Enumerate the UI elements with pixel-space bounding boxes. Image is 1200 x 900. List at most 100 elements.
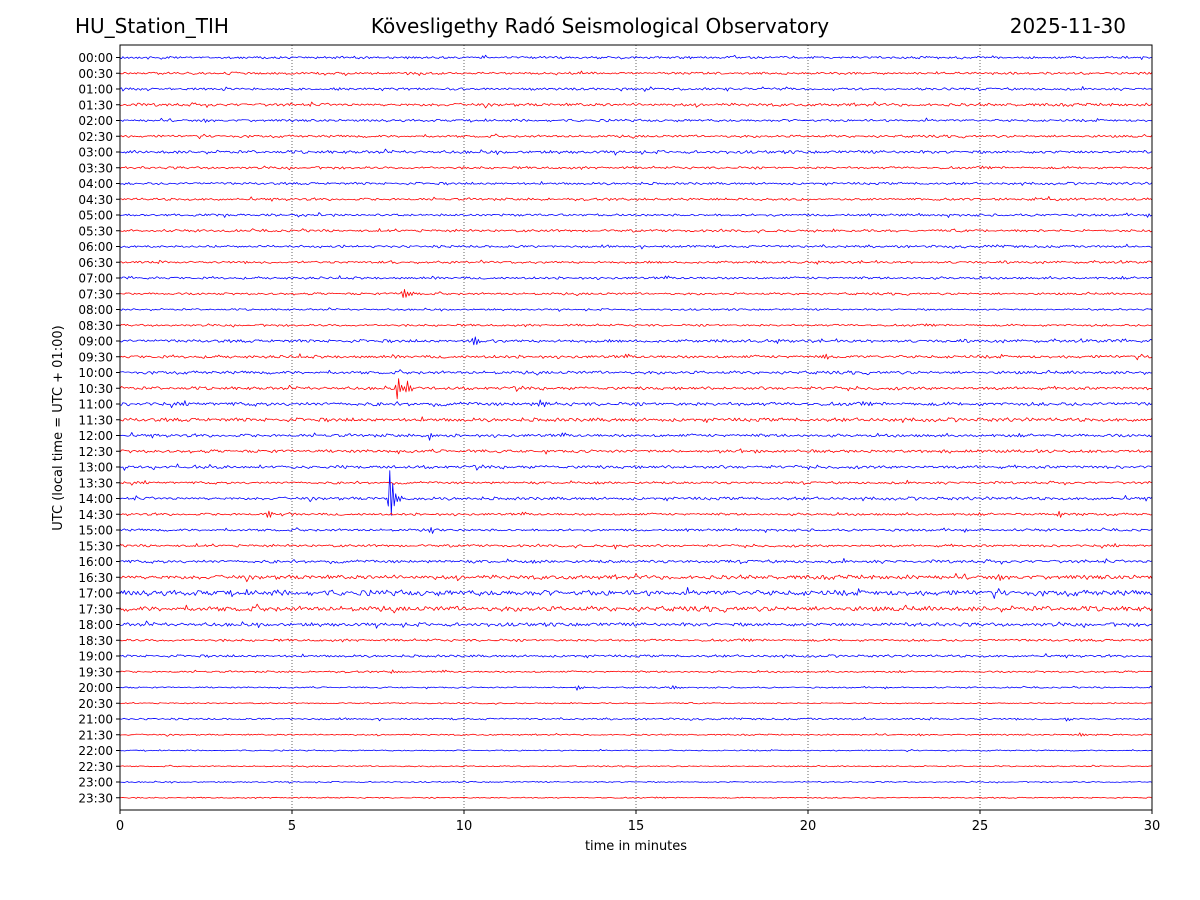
- seismic-trace-1900: [119, 653, 1153, 659]
- seismic-trace-0030: [119, 70, 1153, 76]
- x-tick-label: 25: [972, 819, 989, 834]
- seismic-trace-0700: [119, 275, 1153, 280]
- seismic-trace-2330: [119, 796, 1153, 799]
- x-axis-title: time in minutes: [585, 839, 687, 854]
- seismic-trace-0230: [119, 133, 1153, 140]
- row-time-label: 04:30: [78, 193, 113, 207]
- y-axis-title: UTC (local time = UTC + 01:00): [51, 325, 66, 530]
- row-time-label: 21:30: [78, 728, 113, 742]
- row-time-label: 23:30: [78, 791, 113, 805]
- seismic-trace-0730: [119, 288, 1153, 298]
- seismic-trace-1700: [119, 587, 1153, 599]
- seismic-trace-1100: [119, 399, 1153, 409]
- row-time-label: 05:00: [78, 209, 113, 223]
- row-time-label: 04:00: [78, 177, 113, 191]
- seismic-trace-0000: [119, 54, 1153, 60]
- row-time-label: 02:00: [78, 114, 113, 128]
- row-time-label: 09:30: [78, 350, 113, 364]
- row-time-label: 11:00: [78, 398, 113, 412]
- row-time-label: 03:00: [78, 146, 113, 160]
- seismic-trace-2230: [119, 764, 1153, 768]
- row-time-label: 22:30: [78, 760, 113, 774]
- row-time-label: 08:00: [78, 303, 113, 317]
- row-time-label: 10:30: [78, 382, 113, 396]
- seismic-trace-0830: [119, 323, 1153, 328]
- seismic-trace-1500: [119, 527, 1153, 534]
- row-time-label: 00:00: [78, 51, 113, 65]
- seismic-trace-1400: [119, 470, 1153, 516]
- row-time-label: 11:30: [78, 413, 113, 427]
- observatory-title: Kövesligethy Radó Seismological Observat…: [370, 14, 830, 38]
- row-time-label: 07:00: [78, 272, 113, 286]
- row-time-label: 05:30: [78, 224, 113, 238]
- seismic-trace-1000: [119, 369, 1153, 376]
- x-tick-label: 5: [288, 819, 296, 834]
- row-time-label: 12:30: [78, 445, 113, 459]
- row-time-label: 19:30: [78, 665, 113, 679]
- seismogram-traces: [119, 54, 1153, 799]
- x-tick-label: 15: [628, 819, 645, 834]
- seismic-trace-1630: [119, 572, 1153, 583]
- x-tick-label: 10: [456, 819, 473, 834]
- row-time-label: 00:30: [78, 67, 113, 81]
- row-time-label: 23:00: [78, 776, 113, 790]
- seismic-trace-0430: [120, 196, 1153, 202]
- seismic-trace-1200: [119, 432, 1153, 441]
- seismic-trace-1130: [119, 416, 1153, 423]
- row-time-label: 20:30: [78, 697, 113, 711]
- seismic-trace-2000: [119, 685, 1153, 691]
- seismic-trace-1330: [119, 479, 1153, 486]
- row-time-label: 15:00: [78, 524, 113, 538]
- seismic-trace-1030: [119, 378, 1153, 400]
- seismic-trace-2030: [119, 701, 1153, 705]
- row-time-label: 19:00: [78, 650, 113, 664]
- seismic-trace-1800: [119, 620, 1153, 629]
- x-tick-label: 30: [1144, 819, 1161, 834]
- plot-date: 2025-11-30: [1009, 14, 1126, 38]
- row-time-label: 14:30: [78, 508, 113, 522]
- x-tick-label: 20: [800, 819, 817, 834]
- seismic-trace-2130: [119, 732, 1153, 737]
- row-time-label: 16:00: [78, 555, 113, 569]
- row-time-label: 17:30: [78, 602, 113, 616]
- seismic-trace-0330: [119, 165, 1153, 171]
- seismic-trace-0900: [119, 336, 1153, 346]
- row-time-label: 01:00: [78, 83, 113, 97]
- row-time-label: 18:00: [78, 618, 113, 632]
- row-time-label: 18:30: [78, 634, 113, 648]
- row-time-label: 13:00: [78, 461, 113, 475]
- row-time-label: 14:00: [78, 492, 113, 506]
- seismic-trace-0300: [119, 148, 1153, 156]
- row-time-label: 02:30: [78, 130, 113, 144]
- station-name: HU_Station_TIH: [75, 14, 229, 38]
- row-time-label: 03:30: [78, 161, 113, 175]
- seismic-trace-0200: [119, 117, 1153, 123]
- seismic-trace-0800: [119, 307, 1153, 312]
- row-time-label: 22:00: [78, 744, 113, 758]
- row-time-label: 10:00: [78, 366, 113, 380]
- seismic-trace-1930: [119, 669, 1153, 674]
- row-time-label: 12:00: [78, 429, 113, 443]
- row-time-label: 21:00: [78, 713, 113, 727]
- seismic-trace-1430: [119, 510, 1153, 518]
- grid-lines: [291, 45, 981, 810]
- seismic-trace-1230: [119, 448, 1153, 455]
- row-time-label: 06:00: [78, 240, 113, 254]
- row-time-label: 01:30: [78, 98, 113, 112]
- seismic-trace-0630: [119, 259, 1153, 265]
- seismic-trace-0930: [119, 353, 1153, 361]
- x-tick-label: 0: [116, 819, 124, 834]
- x-tick-labels: 0 5 10 15 20 25 30: [116, 810, 1160, 834]
- seismic-trace-2100: [119, 716, 1153, 722]
- row-time-label: 20:00: [78, 681, 113, 695]
- row-time-label: 13:30: [78, 476, 113, 490]
- seismic-trace-0600: [119, 243, 1153, 250]
- seismic-trace-2300: [119, 780, 1153, 784]
- seismic-trace-0130: [119, 101, 1153, 109]
- seismic-trace-1730: [119, 603, 1153, 614]
- seismic-trace-0100: [119, 86, 1153, 92]
- row-time-label: 17:00: [78, 587, 113, 601]
- row-time-label: 08:30: [78, 319, 113, 333]
